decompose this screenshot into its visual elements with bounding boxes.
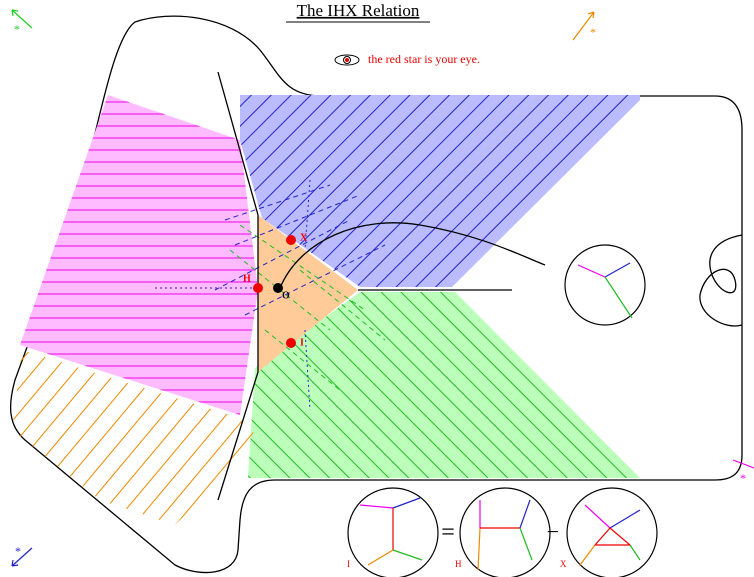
point-h xyxy=(253,283,263,293)
corner-mark: * xyxy=(590,25,596,39)
point-x xyxy=(286,235,296,245)
corner-mark: * xyxy=(15,544,21,558)
point-i xyxy=(286,338,296,348)
point-label: X xyxy=(300,232,308,243)
right-diagram xyxy=(565,245,645,325)
equals-sign: = xyxy=(441,520,455,546)
point-label: I xyxy=(300,337,304,348)
legend-text: the red star is your eye. xyxy=(368,52,480,66)
minus-sign: − xyxy=(547,519,559,544)
point-label: O xyxy=(282,290,290,301)
corner-mark: * xyxy=(740,471,746,485)
diagram: X H O I The IHX Relation the red star is… xyxy=(0,0,754,577)
point-label: H xyxy=(243,273,251,284)
corner-mark: * xyxy=(14,22,20,36)
eye-icon xyxy=(335,55,359,65)
term-label: X xyxy=(560,559,567,569)
equation-diagrams xyxy=(348,488,657,577)
term-label: I xyxy=(347,559,350,569)
title: The IHX Relation xyxy=(297,1,420,20)
term-label: H xyxy=(455,559,462,569)
